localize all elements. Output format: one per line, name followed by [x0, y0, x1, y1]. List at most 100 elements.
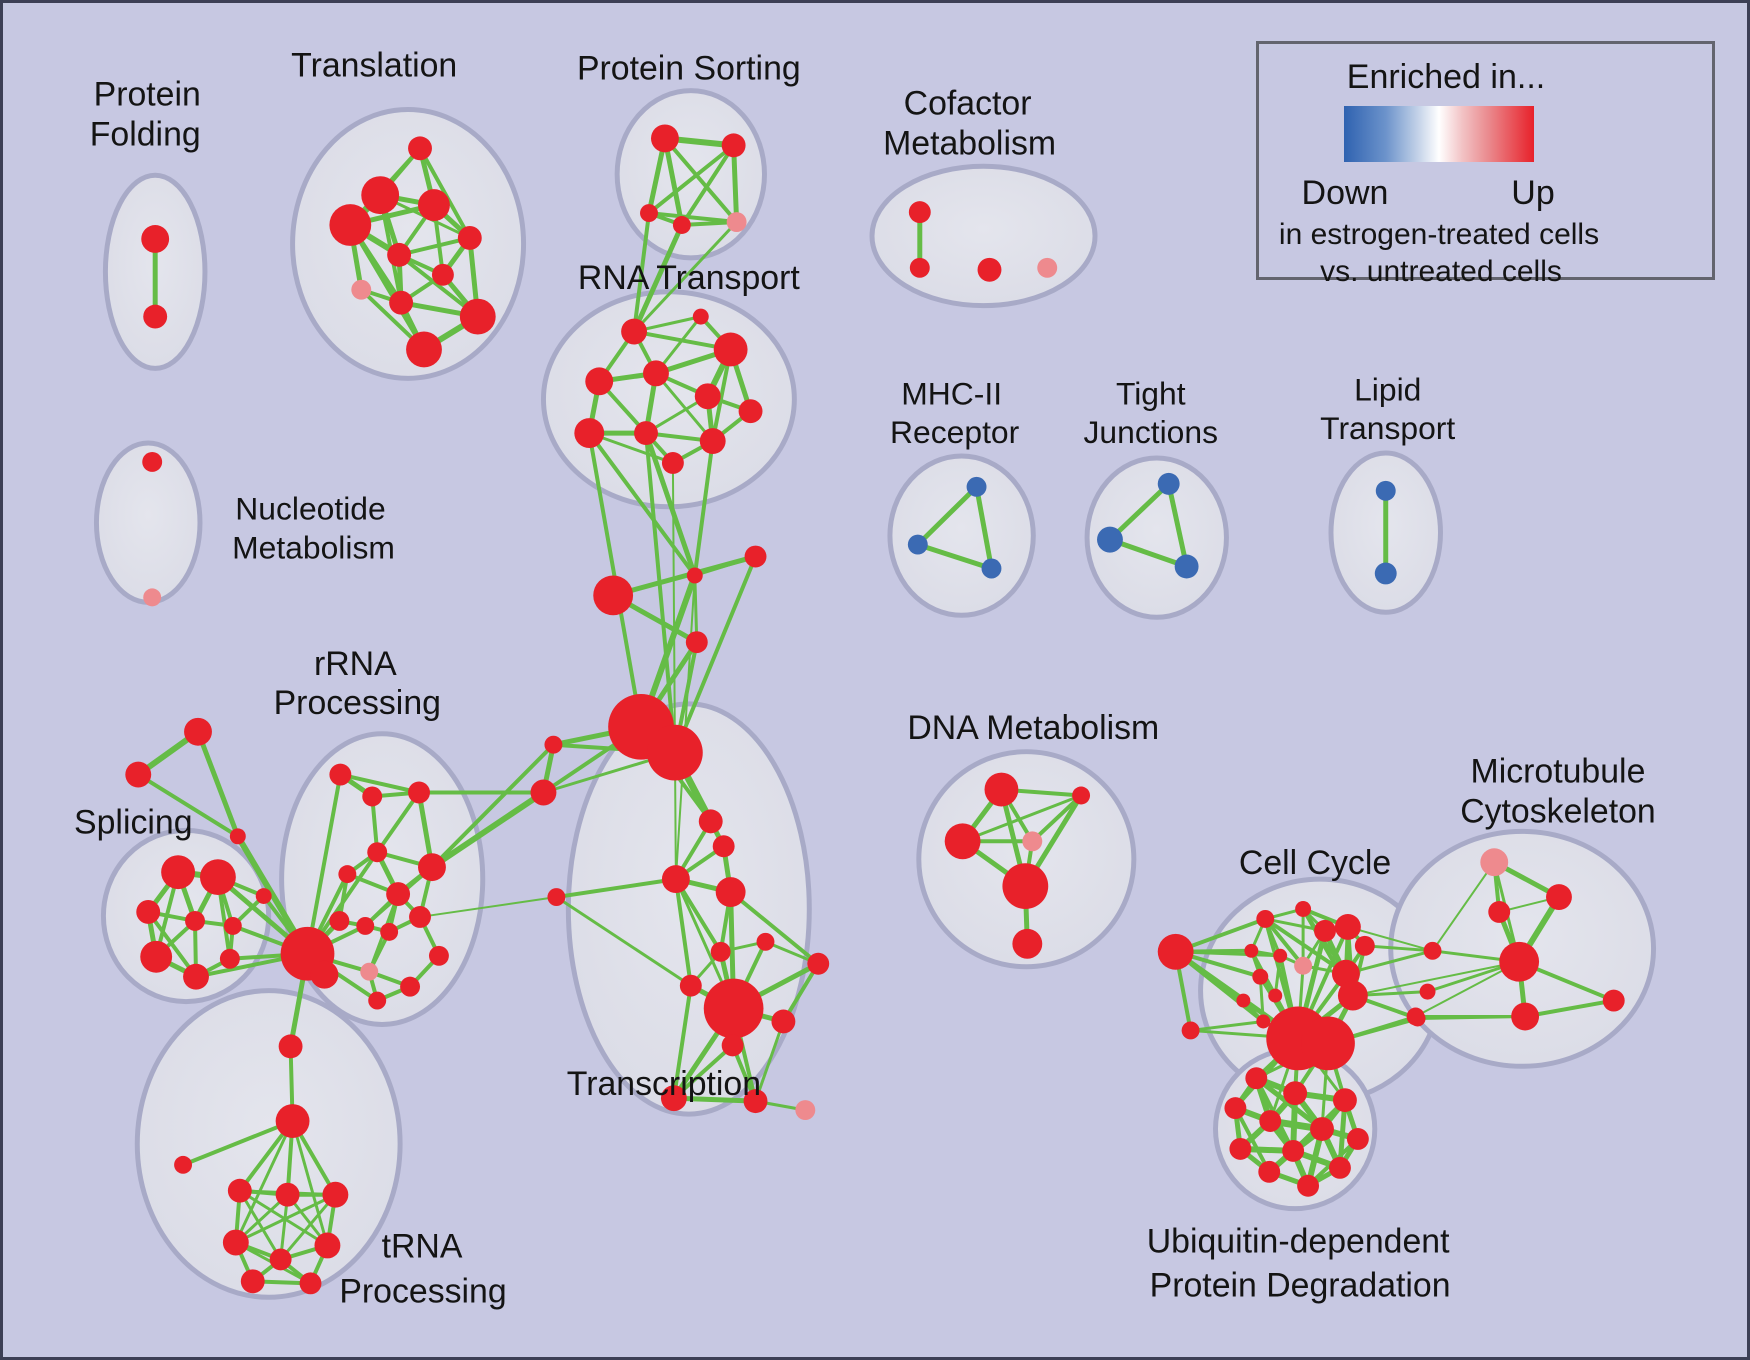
network-node-pink: [360, 962, 379, 981]
network-node-red: [255, 888, 272, 905]
network-node-red: [1423, 941, 1442, 960]
network-node-blue: [1374, 562, 1397, 585]
network-edge: [673, 877, 723, 954]
network-node-red: [329, 204, 372, 246]
network-edge: [728, 890, 821, 966]
network-node-red: [400, 976, 421, 997]
network-edge: [754, 1019, 785, 1103]
network-edge: [1523, 998, 1616, 1019]
network-edge: [375, 790, 422, 855]
network-node-red: [140, 940, 173, 973]
network-edge: [418, 146, 472, 240]
cluster-label: Cofactor: [904, 85, 1032, 123]
network-node-red: [428, 945, 449, 966]
network-node-red: [136, 900, 161, 924]
network-node-red: [1297, 1174, 1320, 1197]
cluster-label: tRNA: [382, 1227, 463, 1265]
network-edge: [632, 220, 739, 334]
network-node-pink: [1022, 831, 1043, 852]
network-node-red: [692, 308, 709, 325]
network-node-pink: [795, 1100, 816, 1121]
network-node-red: [1332, 1088, 1357, 1113]
network-node-red: [679, 974, 702, 997]
network-edge: [693, 573, 699, 644]
network-node-red: [1157, 933, 1194, 970]
network-node-red: [1282, 1139, 1305, 1162]
network-edge: [1344, 949, 1435, 976]
network-edge: [961, 793, 1083, 843]
network-node-red: [574, 418, 605, 449]
network-node-red: [161, 855, 196, 890]
network-node-red: [699, 428, 726, 455]
network-node-red: [387, 242, 412, 267]
network-edge: [647, 143, 736, 216]
network-edge: [419, 896, 558, 918]
network-node-red: [1488, 901, 1511, 923]
network-edge: [291, 1119, 329, 1247]
legend-up-label: Up: [1511, 174, 1555, 212]
network-node-red: [1328, 1156, 1351, 1179]
network-node-red: [647, 724, 703, 781]
network-node-blue: [966, 476, 987, 497]
network-node-pink: [143, 588, 162, 607]
network-node-red: [183, 963, 209, 990]
network-node-red: [275, 1104, 310, 1138]
network-node-red: [1229, 1137, 1252, 1160]
network-edge: [679, 143, 736, 228]
network-node-red: [457, 226, 482, 250]
legend-caption-line1: in estrogen-treated cells: [1278, 218, 1600, 251]
network-node-red: [1499, 941, 1540, 982]
network-node-red: [361, 176, 400, 215]
network-node-red: [418, 189, 450, 222]
network-node-pink: [726, 212, 747, 232]
network-edge: [1107, 537, 1190, 569]
network-edge: [671, 1043, 735, 1101]
network-edge: [554, 895, 693, 988]
cluster-label: Cytoskeleton: [1460, 792, 1656, 830]
network-node-red: [1334, 913, 1361, 940]
network-node-red: [223, 916, 242, 935]
network-node-red: [1301, 1016, 1355, 1071]
network-node-red: [1236, 993, 1251, 1008]
network-node-red: [406, 331, 442, 368]
network-node-red: [771, 1009, 796, 1034]
network-node-red: [174, 1155, 193, 1174]
network-node-red: [715, 877, 746, 907]
network-edge: [195, 729, 241, 839]
network-node-red: [1419, 983, 1436, 1000]
network-edge: [181, 1119, 295, 1167]
network-node-red: [1012, 928, 1043, 959]
cluster-label: Folding: [90, 115, 201, 153]
network-node-red: [125, 761, 152, 788]
cluster-label: Lipid: [1354, 371, 1421, 407]
cluster-label: Protein Sorting: [577, 50, 801, 88]
network-node-red: [1256, 1014, 1271, 1029]
network-node-red: [1258, 1160, 1281, 1183]
cluster-label: Transcription: [567, 1065, 761, 1103]
cluster-label: Junctions: [1084, 414, 1219, 450]
network-node-red: [710, 941, 731, 962]
cluster-label: Protein: [94, 76, 201, 114]
network-node-red: [650, 124, 679, 153]
network-node-red: [1314, 919, 1336, 942]
network-node-red: [240, 1269, 265, 1294]
network-node-blue: [907, 534, 928, 555]
network-node-red: [338, 865, 357, 884]
network-node-red: [743, 1089, 768, 1114]
network-node-red: [1244, 943, 1259, 958]
network-node-red: [1072, 786, 1091, 805]
network-node-red: [143, 304, 168, 329]
network-edge: [647, 211, 739, 225]
network-edge: [672, 554, 758, 755]
network-node-red: [1295, 901, 1312, 917]
network-edge: [1416, 1015, 1527, 1020]
network-edge: [338, 772, 422, 795]
network-node-red: [703, 978, 764, 1039]
cluster-label: Splicing: [74, 803, 192, 841]
network-node-red: [227, 1178, 252, 1203]
network-node-red: [544, 735, 563, 754]
cluster-label: Processing: [339, 1272, 506, 1310]
network-node-red: [685, 631, 708, 654]
network-edge: [1346, 925, 1434, 952]
